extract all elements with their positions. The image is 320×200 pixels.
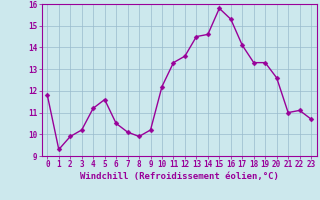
X-axis label: Windchill (Refroidissement éolien,°C): Windchill (Refroidissement éolien,°C) xyxy=(80,172,279,181)
